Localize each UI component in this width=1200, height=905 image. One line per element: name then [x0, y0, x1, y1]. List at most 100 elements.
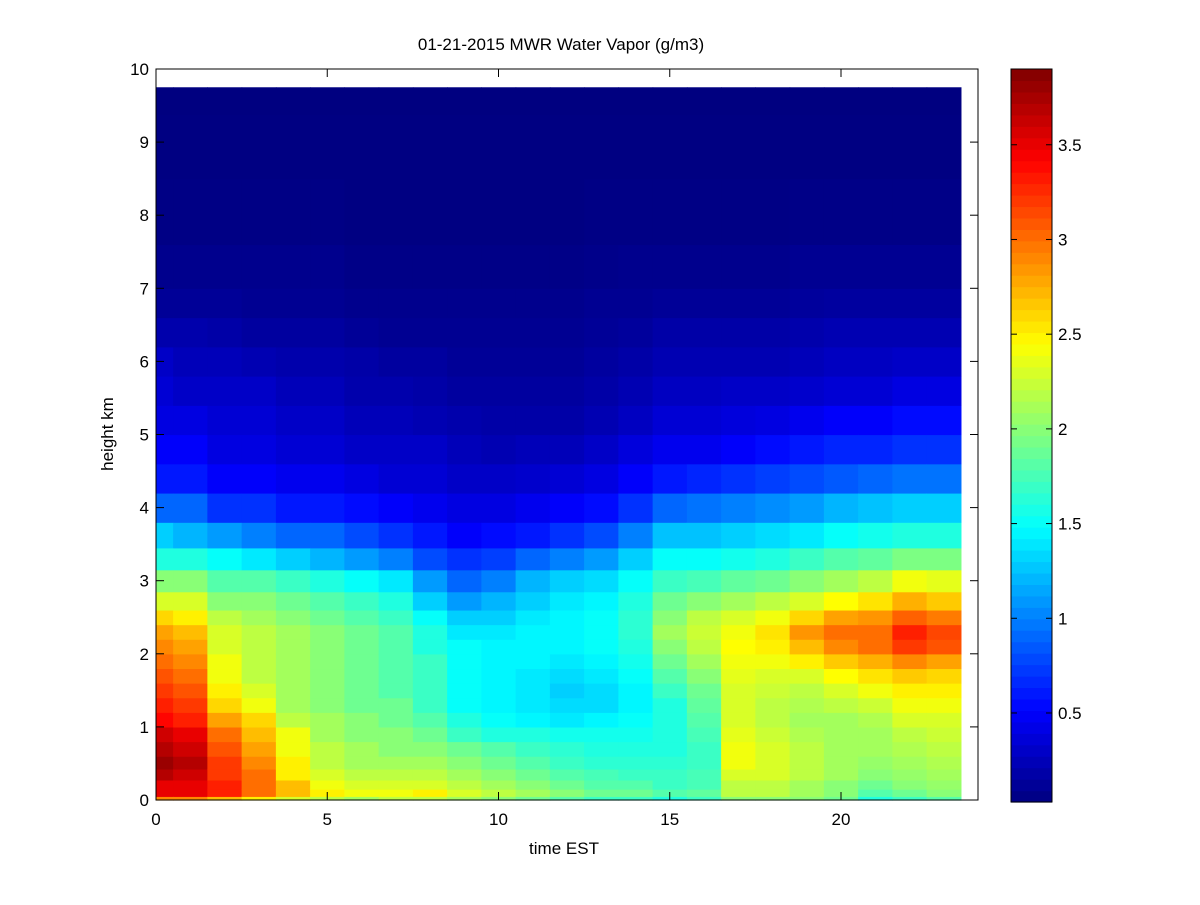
- heatmap-cell: [310, 653, 345, 670]
- heatmap-cell: [584, 569, 619, 593]
- heatmap-cell: [721, 522, 756, 549]
- heatmap-cell: [549, 346, 585, 377]
- heatmap-cell: [926, 697, 962, 713]
- plot-area-frame: [155, 68, 979, 801]
- heatmap-cell: [241, 522, 277, 549]
- heatmap-cell: [173, 317, 208, 348]
- heatmap-cell: [789, 244, 825, 289]
- heatmap-cell: [584, 624, 619, 640]
- heatmap-cell: [926, 639, 962, 655]
- heatmap-cell: [173, 376, 208, 406]
- heatmap-cell: [892, 653, 928, 670]
- heatmap-cell: [241, 87, 277, 116]
- heatmap-cell: [789, 756, 825, 770]
- heatmap-cell: [618, 683, 654, 699]
- heatmap-cell: [686, 434, 722, 465]
- heatmap-cell: [789, 789, 825, 797]
- heatmap-cell: [173, 405, 208, 436]
- heatmap-cell: [926, 244, 962, 289]
- colorbar-swatch: [1011, 252, 1052, 265]
- heatmap-cell: [686, 87, 722, 116]
- heatmap-cell: [344, 405, 380, 436]
- colorbar-swatch: [1011, 126, 1052, 139]
- heatmap-cell: [584, 756, 619, 770]
- heatmap-cell: [241, 639, 277, 655]
- heatmap-cell: [584, 463, 619, 494]
- colorbar-tick-label: 3: [1058, 230, 1067, 249]
- heatmap-cell: [207, 624, 243, 640]
- heatmap-cell: [378, 653, 414, 670]
- heatmap-cell: [447, 697, 482, 713]
- heatmap-cell: [481, 624, 517, 640]
- heatmap-cell: [652, 741, 688, 757]
- heatmap-cell: [173, 591, 208, 611]
- heatmap-cell: [344, 712, 380, 728]
- heatmap-cell: [652, 591, 688, 611]
- heatmap-cell: [275, 712, 311, 728]
- heatmap-cell: [892, 87, 928, 116]
- heatmap-cell: [823, 768, 859, 781]
- heatmap-cell: [721, 463, 756, 494]
- heatmap-cell: [447, 114, 482, 180]
- heatmap-cell: [652, 405, 688, 436]
- heatmap-cell: [858, 639, 893, 655]
- heatmap-cell: [618, 288, 654, 319]
- heatmap-cell: [207, 639, 243, 655]
- heatmap-cell: [310, 624, 345, 640]
- heatmap-cell: [686, 376, 722, 406]
- heatmap-cell: [241, 624, 277, 640]
- heatmap-cell: [584, 768, 619, 781]
- heatmap-cell: [310, 522, 345, 549]
- heatmap-cell: [823, 244, 859, 289]
- heatmap-cell: [789, 639, 825, 655]
- heatmap-cell: [156, 569, 174, 593]
- heatmap-cell: [789, 346, 825, 377]
- y-tick-label: 7: [140, 279, 149, 298]
- heatmap-cell: [618, 741, 654, 757]
- heatmap-cell: [652, 639, 688, 655]
- colorbar-tick-label: 1: [1058, 609, 1067, 628]
- heatmap-cell: [515, 683, 551, 699]
- heatmap-cell: [378, 569, 414, 593]
- heatmap-cell: [344, 244, 380, 289]
- heatmap-cell: [584, 244, 619, 289]
- heatmap-cell: [549, 547, 585, 571]
- heatmap-cell: [378, 405, 414, 436]
- heatmap-cell: [241, 726, 277, 743]
- heatmap-cell: [584, 668, 619, 684]
- heatmap-cell: [275, 87, 311, 116]
- heatmap-cell: [310, 288, 345, 319]
- heatmap-cell: [412, 376, 448, 406]
- heatmap-cell: [515, 697, 551, 713]
- heatmap-cell: [447, 741, 482, 757]
- heatmap-cell: [926, 492, 962, 523]
- heatmap-cell: [378, 288, 414, 319]
- heatmap-cell: [481, 639, 517, 655]
- heatmap-cell: [652, 779, 688, 790]
- heatmap-cell: [721, 768, 756, 781]
- heatmap-cell: [755, 376, 791, 406]
- heatmap-cell: [241, 434, 277, 465]
- heatmap-cell: [481, 317, 517, 348]
- heatmap-cell: [515, 668, 551, 684]
- heatmap-cell: [378, 697, 414, 713]
- heatmap-cell: [858, 463, 893, 494]
- heatmap-cell: [858, 317, 893, 348]
- heatmap-cell: [412, 609, 448, 626]
- heatmap-cell: [652, 178, 688, 246]
- heatmap-cell: [823, 569, 859, 593]
- heatmap-cell: [156, 317, 174, 348]
- colorbar-swatch: [1011, 595, 1052, 608]
- heatmap-cell: [207, 569, 243, 593]
- heatmap-cell: [721, 346, 756, 377]
- heatmap-cell: [823, 288, 859, 319]
- heatmap-cell: [618, 492, 654, 523]
- heatmap-cells: [156, 87, 962, 801]
- heatmap-cell: [858, 434, 893, 465]
- heatmap-cell: [858, 779, 893, 790]
- heatmap-cell: [549, 492, 585, 523]
- heatmap-cell: [686, 591, 722, 611]
- heatmap-cell: [823, 653, 859, 670]
- x-axis-label: time EST: [529, 839, 599, 858]
- heatmap-cell: [926, 789, 962, 797]
